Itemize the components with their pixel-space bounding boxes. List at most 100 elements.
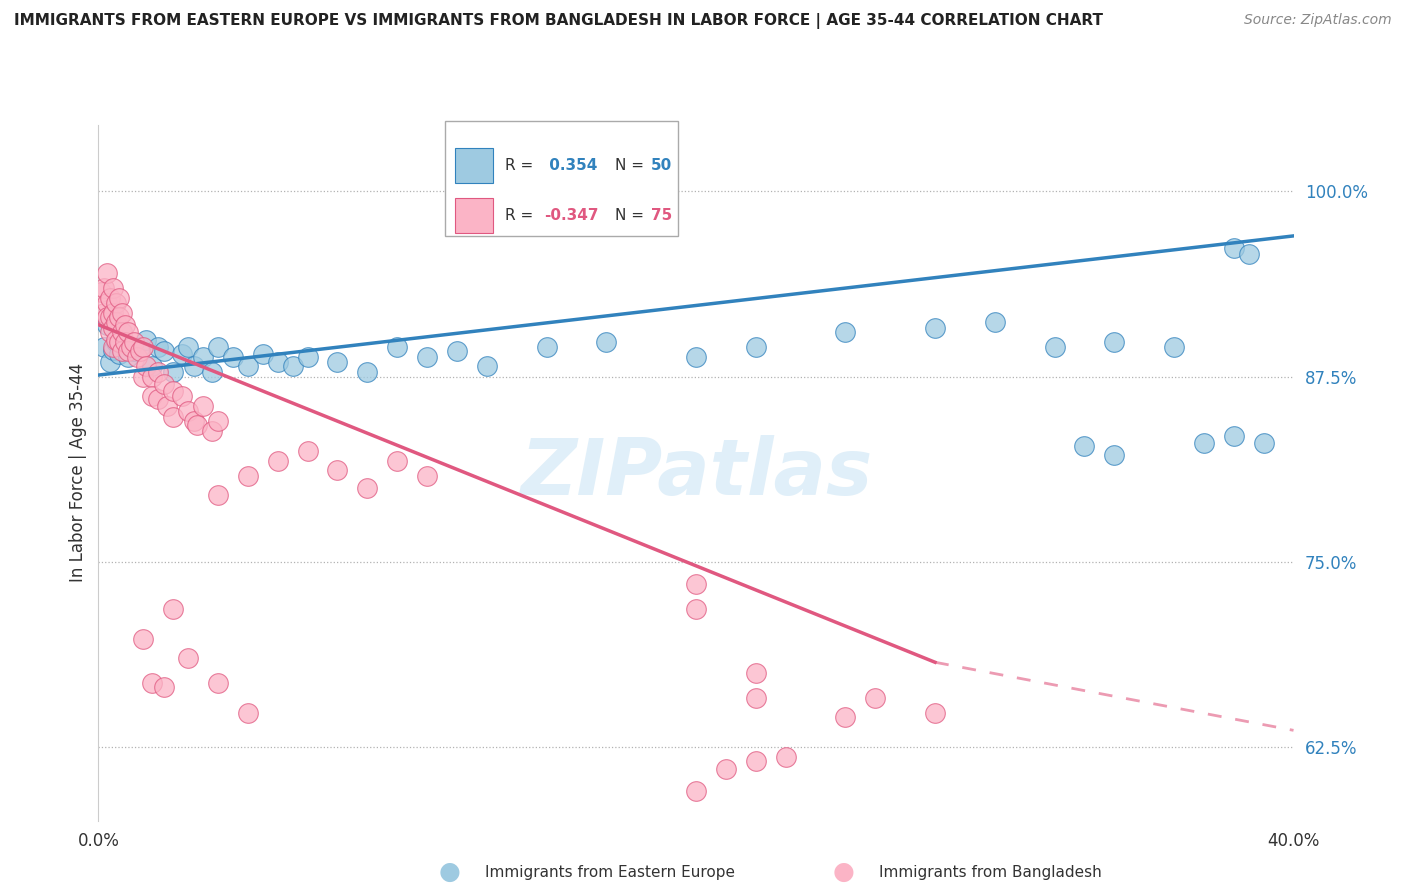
Point [141,676,163,690]
Point [595,335,617,350]
Point [103,320,125,334]
Point [1253,436,1275,450]
Point [745,665,768,680]
Point [103,306,125,320]
Point [111,306,134,320]
FancyBboxPatch shape [444,121,678,236]
Point [865,690,887,705]
Point [326,463,349,477]
Y-axis label: In Labor Force | Age 35-44: In Labor Force | Age 35-44 [69,363,87,582]
Point [1163,340,1185,354]
Point [135,359,157,374]
Point [297,443,319,458]
Point [153,681,176,695]
Point [148,365,170,379]
Point [93,340,115,354]
Point [834,325,856,339]
Text: Source: ZipAtlas.com: Source: ZipAtlas.com [1244,13,1392,28]
Point [177,403,200,417]
Text: ●: ● [832,861,855,884]
Point [267,454,290,468]
Point [714,762,737,776]
Point [207,340,229,354]
Point [685,784,707,798]
Point [153,344,176,359]
Text: 75: 75 [651,208,672,223]
Point [108,347,131,361]
Point [207,414,229,428]
Point [114,335,136,350]
Point [326,355,349,369]
Text: ●: ● [439,861,461,884]
Point [105,315,128,329]
Point [132,369,155,384]
Text: ZIPatlas: ZIPatlas [520,434,872,511]
Point [162,409,184,424]
Text: N =: N = [614,208,648,223]
Point [103,343,125,357]
Point [1192,436,1215,450]
Point [90,285,112,300]
Point [111,344,134,359]
Point [98,310,122,325]
Text: 0.354: 0.354 [544,158,598,173]
Point [111,325,134,339]
Point [685,602,707,616]
Point [183,359,205,374]
Text: R =: R = [505,208,538,223]
Point [1073,439,1095,453]
Point [446,344,468,359]
Point [156,399,179,413]
Point [153,376,176,391]
Point [98,325,122,339]
Point [177,340,200,354]
Text: -0.347: -0.347 [544,208,599,223]
Point [416,351,439,365]
Point [127,351,149,365]
Point [103,340,125,354]
Point [172,347,194,361]
Point [96,295,118,310]
Point [162,365,184,379]
Point [281,359,304,374]
Point [93,306,115,320]
Text: Immigrants from Bangladesh: Immigrants from Bangladesh [879,865,1101,880]
Point [924,706,946,720]
Point [117,325,139,339]
Point [685,576,707,591]
Point [475,359,498,374]
Point [103,281,125,295]
Point [745,690,768,705]
Point [983,315,1005,329]
Point [162,602,184,616]
Point [141,369,163,384]
Point [98,355,122,369]
Point [356,365,378,379]
Point [834,710,856,724]
Point [96,266,118,280]
Point [141,389,163,403]
Point [297,351,319,365]
Point [1223,241,1246,255]
Point [183,414,205,428]
Text: N =: N = [614,158,648,173]
Point [191,351,214,365]
Text: 50: 50 [651,158,672,173]
Point [745,755,768,769]
Text: R =: R = [505,158,538,173]
Point [1237,246,1260,260]
Point [775,750,797,764]
Point [172,389,194,403]
Point [105,335,128,350]
Point [111,325,134,339]
Point [356,481,378,495]
Point [207,676,229,690]
Point [117,351,139,365]
Point [162,384,184,399]
Point [207,488,229,502]
Point [177,650,200,665]
Point [536,340,558,354]
Point [236,706,259,720]
Point [252,347,274,361]
Point [201,365,224,379]
